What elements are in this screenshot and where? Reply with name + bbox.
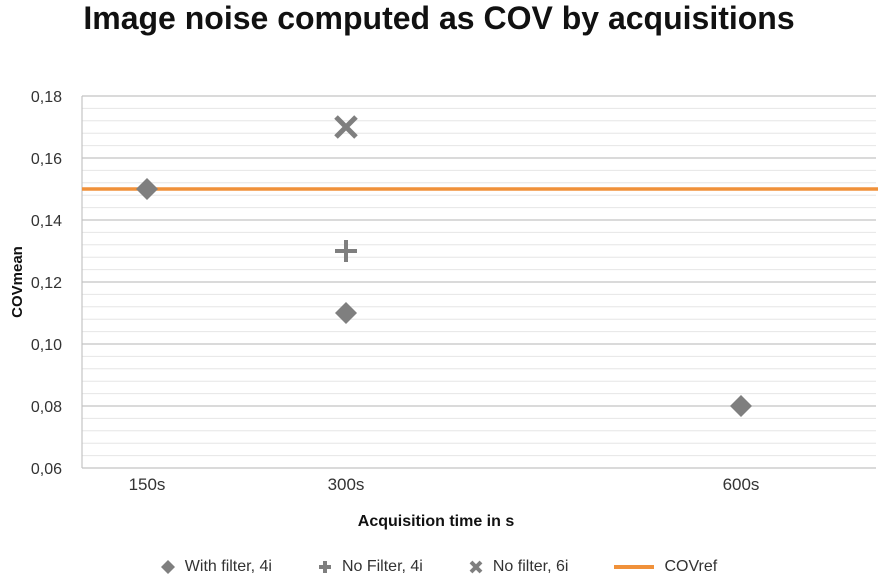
diamond-marker-icon [160,560,175,574]
x-tick-label: 600s [723,475,760,494]
y-tick-label: 0,06 [31,461,62,478]
plus-marker [335,240,357,262]
x-marker [334,115,358,139]
x-axis-label: Acquisition time in s [358,513,515,530]
y-tick-label: 0,12 [31,275,62,292]
y-tick-labels: 0,06 0,08 0,10 0,12 0,14 0,16 0,18 [31,89,62,478]
legend-label: With filter, 4i [184,558,272,575]
legend-label: No filter, 6i [492,558,569,575]
legend-item-covref[interactable]: COVref [614,558,717,576]
diamond-marker [730,395,752,417]
legend-item-no-filter-4i[interactable]: No Filter, 4i [318,558,423,576]
y-tick-label: 0,18 [31,89,62,106]
y-tick-label: 0,14 [31,213,62,230]
x-tick-label: 150s [129,475,166,494]
y-tick-label: 0,16 [31,151,62,168]
data-markers [136,115,752,417]
major-gridlines [81,95,876,469]
chart-title: Image noise computed as COV by acquisiti… [83,0,795,36]
diamond-marker [335,302,357,324]
diamond-marker [136,178,158,200]
y-tick-label: 0,10 [31,337,62,354]
x-tick-label: 300s [328,475,365,494]
legend-item-with-filter-4i[interactable]: With filter, 4i [160,558,272,576]
x-tick-labels: 150s 300s 600s [129,475,760,494]
y-tick-label: 0,08 [31,399,62,416]
chart-plot: 0,06 0,08 0,10 0,12 0,14 0,16 0,18 150s 300s 600… [9,89,878,530]
legend-label: No Filter, 4i [341,558,423,575]
legend-item-no-filter-6i[interactable]: No filter, 6i [469,558,569,576]
chart-legend: With filter, 4i No Filter, 4i No filter,… [0,555,878,579]
legend-label: COVref [664,558,718,575]
x-marker-icon [469,560,483,574]
plus-marker-icon [318,561,331,573]
line-marker-icon [614,565,655,569]
y-axis-label: COVmean [9,246,26,318]
